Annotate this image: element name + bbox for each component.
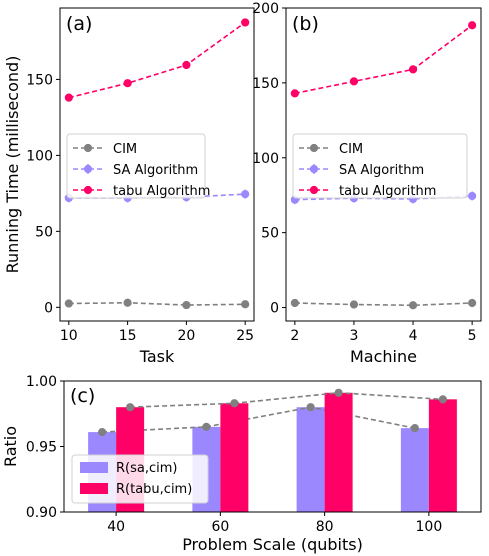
x-axis-label: Machine [350,347,417,366]
data-point [64,93,73,102]
bar-r-tabu-cim--80 [324,392,353,512]
data-point [290,89,299,98]
legend-marker [309,164,319,174]
x-tick-label: 60 [211,519,229,535]
x-tick-label: 4 [409,328,418,344]
legend-entry: SA Algorithm [339,163,424,178]
data-point [290,298,299,308]
data-point [241,300,250,309]
legend: CIM SA Algorithm tabu Algorithm [292,133,468,199]
legend-marker [83,185,93,195]
trend-line [102,406,416,433]
y-tick-label: 0 [44,300,53,316]
line-panel-1: 10 15 20 25 0 50 100 150 Task Running Time (milli… [3,7,255,366]
legend-entry: R(sa,cim) [116,461,177,476]
panel-label: (a) [66,13,92,35]
trend-point [126,403,135,412]
data-point [408,65,418,74]
bar-r-sa-cim--80 [296,407,325,512]
data-point [468,191,477,201]
y-tick-label: 1.00 [26,374,57,390]
trend-line [130,391,443,408]
legend-entry: SA Algorithm [113,163,198,178]
y-tick-label: 0.95 [26,440,57,456]
y-tick-label: 0 [270,301,279,317]
legend-entry: tabu Algorithm [339,184,436,199]
bar-r-sa-cim--100 [400,428,429,512]
data-point [468,298,477,308]
trend-point [410,424,419,433]
legend: CIM SA Algorithm tabu Algorithm [66,133,210,199]
legend-swatch [80,462,108,473]
y-tick-label: 200 [252,1,279,17]
series-line-tabu-algorithm [68,21,246,99]
trend-point [334,388,343,397]
legend-entry: CIM [113,142,137,157]
trend-point [98,427,107,437]
data-point [349,77,359,86]
x-tick-label: 3 [349,328,358,344]
legend-entry: R(tabu,cim) [116,482,192,497]
legend: R(sa,cim) R(tabu,cim) [71,454,209,504]
data-point [182,60,191,70]
data-point [123,79,132,88]
y-tick-label: 100 [252,151,279,167]
series-line-cim [294,302,473,307]
data-point [408,301,418,310]
data-point [241,190,250,199]
legend-marker [83,164,93,174]
x-tick-label: 10 [60,328,78,344]
legend-marker [309,143,319,153]
legend-swatch [80,483,108,494]
y-axis-label: Running Time (millisecond) [3,56,22,274]
bar-r-tabu-cim--60 [220,403,249,512]
series-line-tabu-algorithm [294,24,473,95]
legend-marker [83,143,93,153]
data-point [241,18,250,27]
y-axis-label: Ratio [1,426,20,467]
axes-frame [285,7,482,322]
bar-r-tabu-cim--100 [428,399,457,512]
legend-box [292,133,468,199]
x-axis-label: Problem Scale (qubits) [182,535,363,554]
x-axis-label: Task [139,347,175,366]
panel-label: (b) [292,13,319,35]
trend-point [438,395,447,404]
y-tick-label: 150 [252,76,279,92]
legend-marker [309,185,319,195]
y-tick-label: 0.90 [26,505,57,521]
series-line-cim [68,301,246,306]
x-tick-label: 5 [468,328,477,344]
legend-entry: tabu Algorithm [113,184,210,199]
bar-panel: 40 60 80 100 0.90 0.95 1.00 Problem Scale (qubi… [1,374,482,554]
y-tick-label: 100 [26,148,53,164]
data-point [349,300,359,309]
trend-point [306,403,315,412]
panel-label: (c) [70,385,95,407]
data-point [64,299,73,308]
x-tick-label: 40 [107,519,125,535]
data-point [182,300,191,310]
data-point [123,298,132,307]
x-tick-label: 100 [416,519,443,535]
trend-point [230,399,239,408]
x-tick-label: 80 [316,519,334,535]
legend-entry: CIM [339,142,363,157]
x-tick-label: 2 [290,328,299,344]
data-point [468,21,477,30]
y-tick-label: 50 [35,224,53,240]
trend-point [202,422,211,431]
x-tick-label: 15 [119,328,137,344]
x-tick-label: 25 [236,328,254,344]
y-tick-label: 150 [26,72,53,88]
y-tick-label: 50 [261,226,279,242]
legend-box [66,133,206,199]
x-tick-label: 20 [177,328,195,344]
axes-frame [59,7,255,322]
